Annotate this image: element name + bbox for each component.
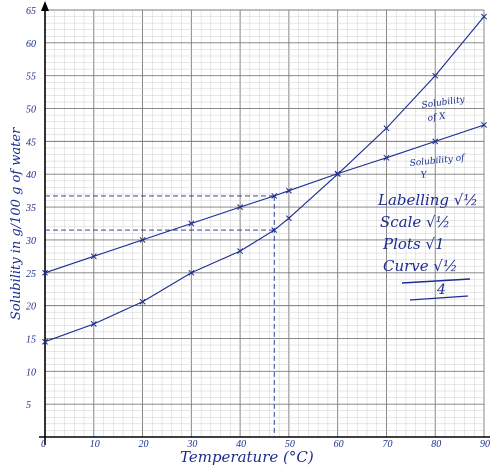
series-group (42, 13, 487, 345)
point-stroke (383, 154, 390, 161)
series-y-point (383, 154, 390, 161)
x-tick-label: 10 (90, 439, 100, 450)
point-stroke (188, 269, 195, 276)
series-x-point (90, 321, 97, 327)
marking-labelling: Labelling √½ (377, 191, 478, 209)
marking-underline-1 (401, 278, 471, 284)
x-tick-label: 90 (480, 439, 490, 450)
y-tick-label: 40 (26, 170, 36, 181)
axes (39, 1, 490, 445)
series-y-point (432, 138, 439, 145)
series-y-point (237, 204, 244, 211)
point-stroke (42, 269, 48, 276)
series-y-point (334, 170, 341, 177)
y-tick-label: 55 (26, 72, 36, 83)
point-stroke (188, 220, 195, 227)
series-y-label-line2: Y (420, 170, 428, 181)
series-x-line (44, 16, 485, 343)
y-tick-label: 50 (26, 105, 36, 116)
series-x-point (271, 227, 278, 234)
point-stroke (285, 215, 292, 222)
point-stroke (271, 227, 278, 234)
point-stroke (139, 236, 146, 243)
point-stroke (237, 248, 244, 255)
point-stroke (139, 298, 146, 305)
point-stroke (285, 187, 292, 194)
marking-scale: Scale √½ (380, 213, 450, 231)
y-tick-label: 35 (25, 203, 36, 214)
x-tick-label: 60 (334, 439, 344, 450)
y-tick-label: 10 (26, 367, 36, 378)
x-tick-label: 50 (285, 439, 295, 450)
point-stroke (42, 338, 48, 345)
y-tick-label: 25 (26, 269, 36, 280)
point-stroke (334, 170, 341, 177)
y-tick-label: 45 (26, 137, 36, 148)
y-tick-label: 5 (26, 400, 31, 411)
series-x-point (481, 13, 487, 20)
series-x-point (42, 338, 48, 345)
marking-total: 4 (436, 282, 446, 298)
x-tick-label: 80 (431, 439, 441, 450)
x-tick-label: 40 (236, 439, 246, 450)
point-stroke (432, 138, 439, 145)
point-stroke (90, 253, 97, 260)
point-stroke (481, 122, 487, 128)
series-y-point (285, 187, 292, 194)
y-axis-label: Solubility in g/100 g of water (9, 127, 24, 320)
series-y-point (139, 236, 146, 243)
guide-lines (45, 195, 275, 437)
marking-curve: Curve √½ (383, 257, 458, 275)
y-axis-arrow (41, 1, 49, 11)
series-y-point (481, 122, 487, 128)
x-tick-label: 30 (186, 439, 197, 450)
x-axis-label: Temperature (°C) (180, 448, 314, 466)
y-tick-label: 65 (26, 6, 36, 17)
point-stroke (237, 204, 244, 211)
x-tick-label: 20 (139, 439, 149, 450)
series-y-label-line1: Solubility of (409, 153, 466, 169)
series-y-point (90, 253, 97, 260)
series-x-label-line2: of X (427, 111, 447, 123)
point-stroke (432, 72, 439, 79)
tick-labels: 0 10 20 30 40 50 60 70 80 90 5 10 15 20 25 30 35 40 45 50 55… (25, 6, 490, 450)
y-tick-label: 20 (26, 302, 36, 313)
point-stroke (481, 13, 487, 20)
series-x-point (139, 298, 146, 305)
y-tick-label: 15 (26, 334, 36, 345)
point-stroke (90, 321, 97, 327)
y-tick-label: 30 (25, 236, 36, 247)
x-tick-label: 0 (41, 439, 46, 450)
series-y-point (42, 269, 48, 276)
series-x-point (285, 215, 292, 222)
point-stroke (271, 192, 278, 199)
series-y-point (188, 220, 195, 227)
x-tick-label: 70 (382, 439, 392, 450)
series-y-point (271, 192, 278, 199)
series-x-point (237, 248, 244, 255)
marking-underline-2 (409, 295, 469, 301)
point-stroke (383, 125, 390, 132)
marking-plots: Plots √1 (382, 235, 445, 253)
series-x-point (432, 72, 439, 79)
y-tick-label: 60 (26, 39, 36, 50)
series-x-point (383, 125, 390, 132)
series-x-point (188, 269, 195, 276)
